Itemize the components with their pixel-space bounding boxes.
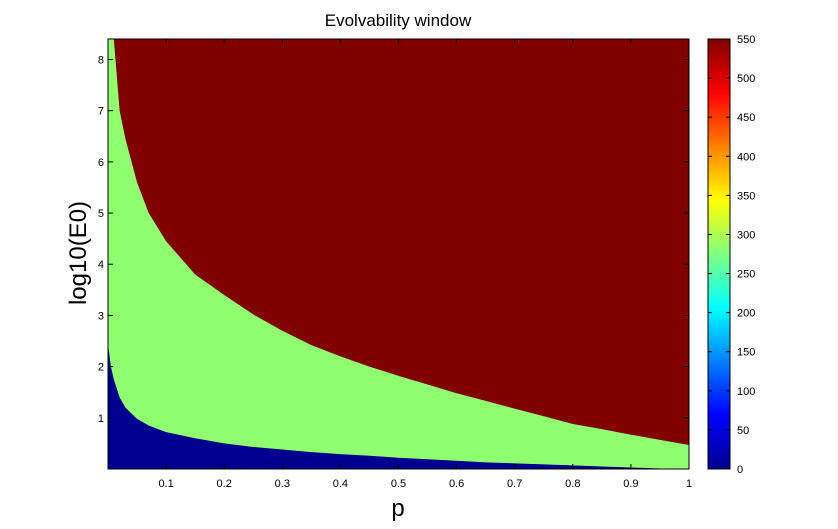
colorbar-tick-label: 450 xyxy=(737,112,755,124)
x-tick-label: 0.1 xyxy=(158,478,173,490)
x-tick-label: 0.3 xyxy=(275,478,290,490)
y-tick-label: 2 xyxy=(98,362,104,374)
colorbar-tick-label: 0 xyxy=(737,464,743,476)
y-tick-label: 6 xyxy=(98,157,104,169)
y-tick-label: 7 xyxy=(98,106,104,118)
colorbar-tick-label: 250 xyxy=(737,269,755,281)
x-tick-label: 0.4 xyxy=(333,478,348,490)
x-tick-label: 0.8 xyxy=(565,478,580,490)
x-tick-label: 0.7 xyxy=(507,478,522,490)
colorbar-tick-label: 100 xyxy=(737,386,755,398)
colorbar-frame xyxy=(707,38,731,470)
colorbar-tick-label: 350 xyxy=(737,190,755,202)
colorbar-tick-label: 50 xyxy=(737,425,749,437)
y-axis: 1 2 3 4 5 6 7 8 xyxy=(98,54,689,425)
plot-area xyxy=(108,39,689,469)
colorbar-tick-label: 500 xyxy=(737,73,755,85)
x-tick-label: 0.6 xyxy=(449,478,464,490)
low-region xyxy=(108,343,689,469)
y-tick-label: 3 xyxy=(98,310,104,322)
y-tick-label: 8 xyxy=(98,54,104,66)
y-tick-label: 5 xyxy=(98,208,104,220)
x-tick-label: 0.5 xyxy=(391,478,406,490)
y-axis-label: log10(E0) xyxy=(65,201,92,305)
colorbar-tick-label: 200 xyxy=(737,308,755,320)
colorbar xyxy=(708,39,730,469)
colorbar-tick-label: 150 xyxy=(737,347,755,359)
y-tick-label: 1 xyxy=(98,413,104,425)
chart-title: Evolvability window xyxy=(325,11,472,30)
x-tick-label: 0.2 xyxy=(217,478,232,490)
colorbar-tick-label: 550 xyxy=(737,34,755,46)
x-axis: 0.1 0.2 0.3 0.4 0.5 0.6 0.7 0.8 0.9 1 xyxy=(158,39,692,490)
colorbar-tick-label: 400 xyxy=(737,151,755,163)
middle-band-region xyxy=(108,39,689,469)
x-tick-label: 1 xyxy=(686,478,692,490)
x-axis-label: p xyxy=(391,495,404,522)
colorbar-tick-label: 300 xyxy=(737,229,755,241)
y-tick-label: 4 xyxy=(98,259,104,271)
x-tick-label: 0.9 xyxy=(623,478,638,490)
colorbar-ticks: 0 50 100 150 200 250 300 350 400 450 500 550 xyxy=(708,34,755,476)
